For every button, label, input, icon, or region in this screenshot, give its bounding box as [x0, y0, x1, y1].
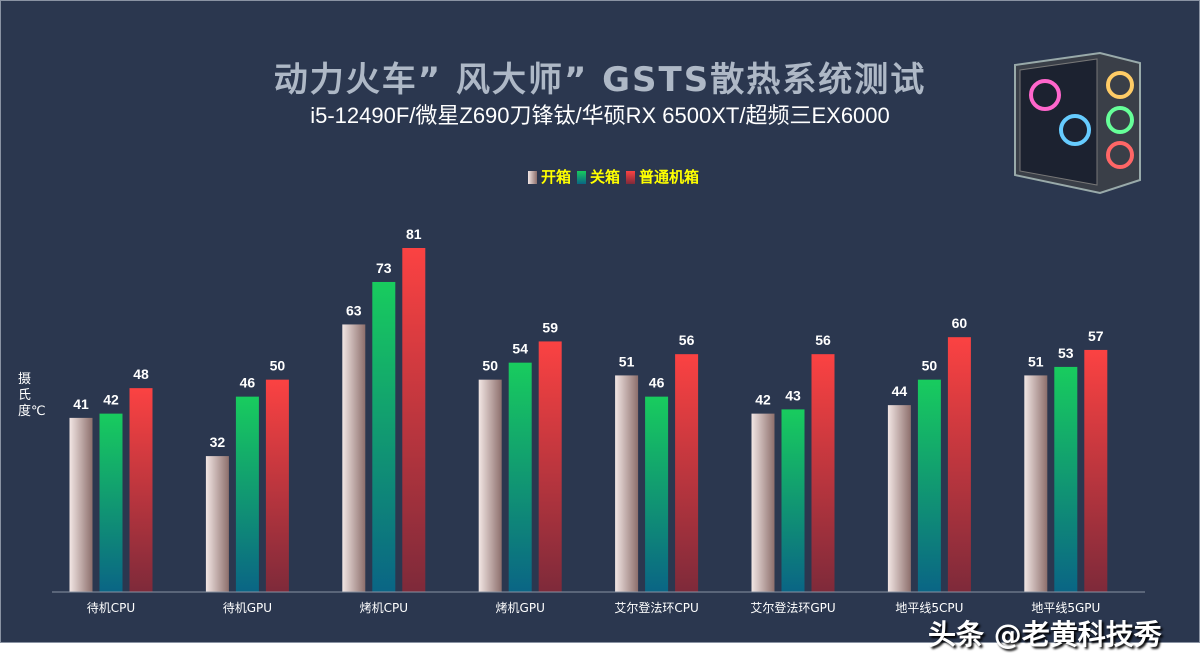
x-tick-label: 待机CPU: [87, 601, 135, 615]
pc-case-image: [1014, 51, 1141, 195]
x-tick-label: 烤机CPU: [360, 600, 408, 615]
chart-title: 动力火车” 风大师” GSTS散热系统测试: [273, 60, 927, 100]
legend-swatch: [577, 171, 587, 184]
data-label: 42: [755, 392, 771, 408]
bar: [947, 337, 971, 592]
legend-label: 开箱: [541, 168, 572, 186]
bar: [342, 324, 366, 592]
data-label: 51: [619, 353, 635, 369]
data-label: 81: [406, 226, 422, 242]
x-tick-label: 烤机GPU: [496, 600, 545, 615]
legend-label: 普通机箱: [639, 168, 700, 186]
legend-swatch: [626, 171, 636, 184]
bar: [402, 248, 426, 592]
bar: [917, 379, 941, 592]
bar: [478, 379, 502, 592]
bar: [751, 413, 775, 592]
bar: [887, 405, 911, 592]
bar: [265, 379, 289, 592]
data-label: 56: [815, 332, 831, 348]
x-tick-label: 艾尔登法环CPU: [614, 600, 698, 615]
data-label: 41: [73, 396, 89, 412]
data-label: 73: [376, 260, 392, 276]
data-label: 32: [210, 434, 226, 450]
bar: [508, 362, 532, 592]
bar: [99, 413, 123, 592]
data-label: 50: [482, 358, 498, 374]
data-label: 63: [346, 302, 362, 318]
bar: [235, 396, 259, 592]
bar: [1084, 349, 1108, 592]
bar: [538, 341, 562, 592]
legend-item: 关箱: [577, 166, 620, 187]
data-label: 42: [103, 392, 119, 408]
data-label: 60: [952, 315, 968, 331]
data-label: 51: [1028, 353, 1044, 369]
data-label: 43: [785, 387, 801, 403]
data-label: 46: [240, 375, 256, 391]
x-tick-label: 艾尔登法环GPU: [750, 600, 835, 615]
bar: [781, 409, 805, 592]
x-tick-label: 待机GPU: [223, 601, 272, 615]
data-label: 53: [1058, 345, 1074, 361]
chart-subtitle: i5-12490F/微星Z690刀锋钛/华硕RX 6500XT/超频三EX600…: [310, 103, 890, 128]
legend: 开箱 关箱 普通机箱: [528, 166, 699, 187]
bar: [372, 281, 396, 592]
bar: [205, 456, 229, 592]
bar: [645, 396, 669, 592]
legend-label: 关箱: [590, 168, 621, 186]
data-label: 57: [1088, 328, 1104, 344]
data-label: 50: [270, 358, 286, 374]
legend-item: 开箱: [528, 166, 571, 187]
data-label: 44: [892, 383, 908, 399]
legend-item: 普通机箱: [626, 166, 699, 187]
bar: [1054, 366, 1078, 592]
bar: [615, 375, 639, 592]
x-tick-label: 地平线5GPU: [1031, 601, 1100, 615]
x-tick-label: 地平线5CPU: [895, 601, 963, 615]
bar: [129, 388, 153, 592]
data-label: 54: [512, 341, 528, 357]
legend-swatch: [528, 171, 537, 184]
data-label: 48: [133, 366, 149, 382]
bar: [811, 354, 835, 592]
data-label: 50: [922, 358, 938, 374]
bar: [69, 417, 93, 592]
bar: [675, 354, 699, 592]
data-label: 56: [679, 332, 695, 348]
data-label: 59: [542, 319, 558, 335]
bar: [1024, 375, 1048, 592]
watermark: 头条 @老黄科技秀: [928, 618, 1162, 651]
data-label: 46: [649, 375, 665, 391]
